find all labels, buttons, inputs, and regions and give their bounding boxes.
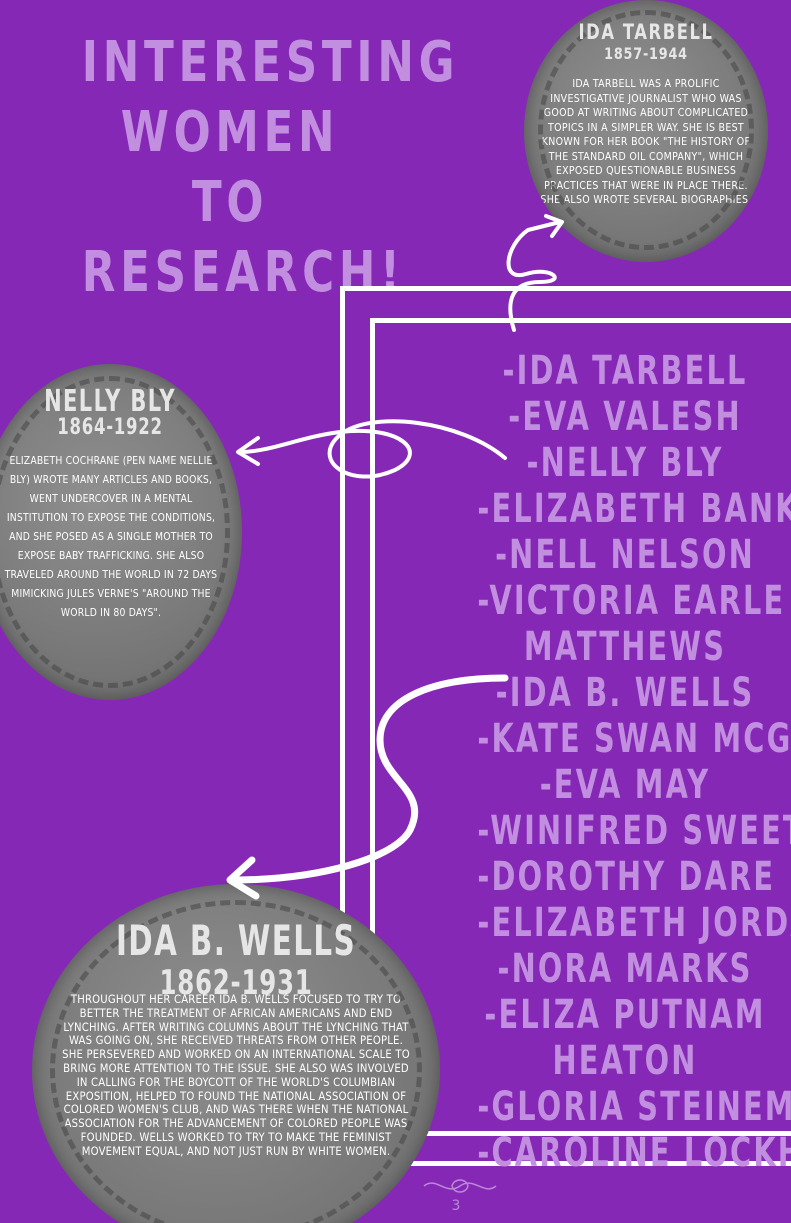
profile-dates: 1864-1922: [57, 415, 163, 440]
title-line-1: Interesting: [81, 30, 460, 95]
list-item: -Victoria Earle: [477, 578, 786, 624]
profile-circle-bly: Nelly Bly 1864-1922 Elizabeth Cochrane (…: [0, 364, 242, 700]
flourish-ornament: [423, 1179, 497, 1193]
list-item: -Caroline Lockhart: [477, 1130, 791, 1176]
page-title: Interesting Women to Research!: [81, 28, 460, 308]
list-item: Heaton: [552, 1038, 698, 1084]
list-item: -Elizabeth Jordan: [477, 900, 791, 946]
list-item: -Eva May: [539, 762, 711, 808]
list-item: -Eliza Putnam: [484, 992, 766, 1038]
page-number: 3: [451, 1198, 461, 1214]
list-item: -Elizabeth Banks: [477, 486, 791, 532]
title-line-3: Research!: [81, 240, 405, 305]
women-names-list: -Ida Tarbell -Eva Valesh -Nelly Bly -Eli…: [420, 348, 791, 1176]
profile-name: Ida Tarbell: [578, 20, 714, 44]
dashed-ring: [0, 376, 230, 688]
profile-name: Ida B. Wells: [115, 916, 357, 965]
profile-dates: 1862-1931: [159, 963, 313, 1003]
list-item: -Gloria Steinem: [477, 1084, 791, 1130]
profile-circle-wells: Ida B. Wells 1862-1931 Throughout her ca…: [32, 884, 440, 1223]
list-item: -Dorothy Dare: [477, 854, 776, 900]
profile-circle-tarbell: Ida Tarbell 1857-1944 Ida Tarbell was a …: [524, 0, 768, 262]
title-line-2: Women to: [120, 100, 340, 235]
dashed-ring: [50, 900, 422, 1223]
list-item: -Nora Marks: [497, 946, 753, 992]
list-item: Matthews: [523, 624, 727, 670]
list-item: -Winifred Sweet: [477, 808, 791, 854]
list-item: -Eva Valesh: [508, 394, 742, 440]
list-item: -Nell Nelson: [495, 532, 755, 578]
profile-name: Nelly Bly: [44, 384, 176, 419]
list-item: -Ida Tarbell: [502, 348, 748, 394]
list-item: -Nelly Bly: [526, 440, 724, 486]
arrowhead-bly: [236, 436, 260, 466]
profile-dates: 1857-1944: [604, 44, 688, 63]
dashed-ring: [538, 10, 754, 250]
list-item: -Kate Swan McGuirk: [477, 716, 791, 762]
list-item: -Ida B. Wells: [495, 670, 755, 716]
